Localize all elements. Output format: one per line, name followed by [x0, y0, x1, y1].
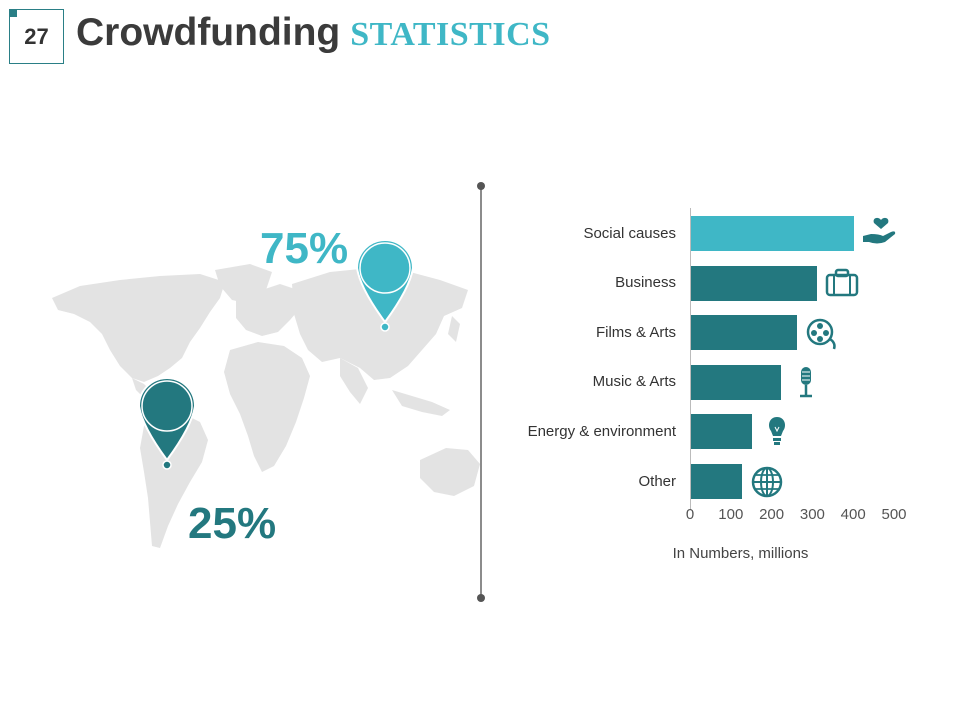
x-tick-label: 400: [840, 505, 866, 523]
map-australia: [420, 448, 480, 496]
percent-label-south-america: 25%: [188, 499, 277, 548]
y-axis-line: [690, 208, 691, 510]
map-north-america: [52, 274, 225, 382]
map-india: [340, 358, 368, 404]
category-label: Social causes: [583, 224, 676, 242]
category-label: Films & Arts: [595, 323, 676, 341]
x-axis-title: In Numbers, millions: [672, 545, 809, 562]
bar-business: [691, 265, 818, 301]
map-asia: [292, 268, 468, 380]
bar-other: [691, 464, 742, 499]
x-tick-label: 200: [759, 505, 785, 523]
slide-title: Crowdfunding STATISTICS: [76, 11, 551, 61]
bar-energy-environment: [691, 414, 753, 450]
title-accent: STATISTICS: [350, 16, 551, 53]
x-tick-label: 500: [881, 505, 907, 523]
category-label: Energy & environment: [527, 422, 676, 440]
film-reel-icon: [804, 315, 840, 351]
vertical-divider: [477, 182, 485, 602]
lightbulb-icon: [759, 414, 795, 450]
x-tick-label: 300: [799, 505, 825, 523]
bar-social-causes: [691, 216, 855, 251]
bar-films-arts: [691, 315, 798, 351]
slide-number: 27: [9, 9, 64, 64]
corner-accent: [9, 9, 17, 17]
map-japan: [448, 316, 460, 342]
map-se-asia: [392, 390, 450, 416]
heart-hand-icon: [861, 216, 897, 252]
globe-icon: [749, 464, 785, 500]
map-africa: [224, 342, 310, 472]
percent-label-asia: 75%: [260, 224, 349, 273]
category-label: Other: [638, 472, 676, 490]
x-tick-label: 0: [685, 505, 695, 523]
category-label: Business: [615, 274, 676, 292]
microphone-icon: [788, 364, 824, 400]
bar-music-arts: [691, 364, 781, 400]
category-label: Music & Arts: [592, 373, 676, 391]
title-main: Crowdfunding: [76, 11, 341, 54]
map-europe: [236, 284, 302, 336]
x-tick-label: 100: [718, 505, 744, 523]
briefcase-icon: [824, 265, 860, 301]
